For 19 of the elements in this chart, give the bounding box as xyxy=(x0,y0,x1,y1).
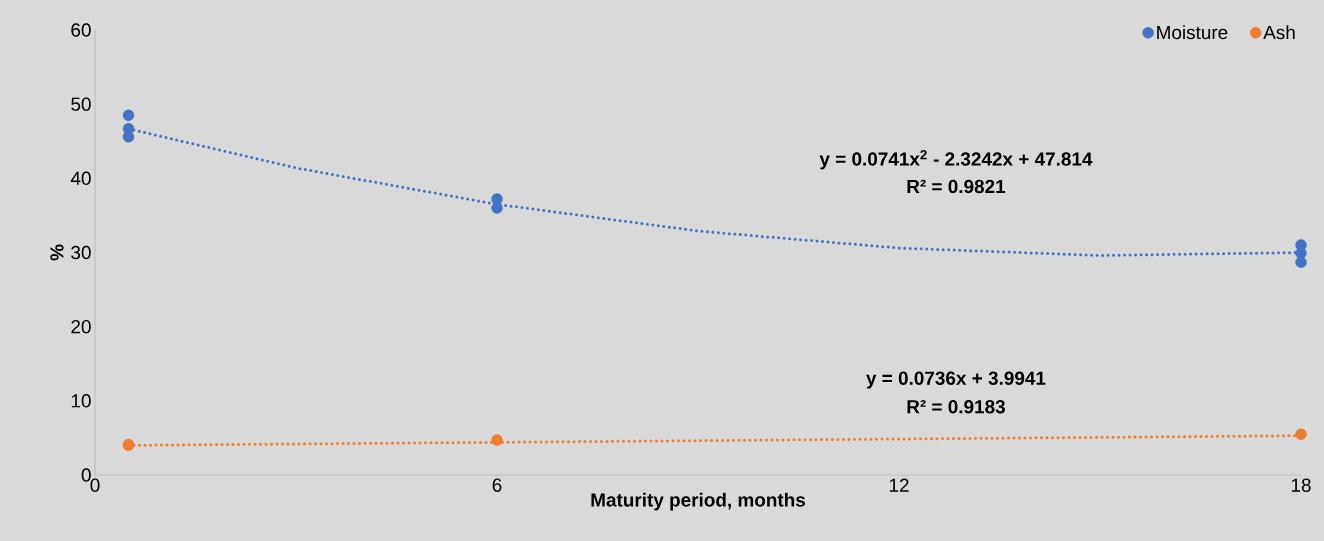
y-tick-label: 30 xyxy=(71,245,91,260)
y-tick-label: 10 xyxy=(71,394,91,408)
x-tick-label: 6 xyxy=(492,478,502,492)
annotation: y = 0.0741x$^{2}$ - 2.3242x + 47.814 xyxy=(819,150,1093,170)
y-tick-label: 40 xyxy=(70,171,91,186)
y-axis-title: % xyxy=(50,244,64,261)
y-tick-label: 50 xyxy=(71,97,91,111)
legend-label: Moisture xyxy=(1157,25,1228,40)
legend-label: Ash xyxy=(1263,25,1295,40)
x-tick-label: 0 xyxy=(90,478,100,492)
annotation: R² = 0.9821 xyxy=(907,179,1006,194)
x-tick-label: 12 xyxy=(889,478,909,492)
y-tick-label: 0 xyxy=(81,468,91,482)
annotation: y = 0.0736x + 3.9941 xyxy=(866,371,1046,389)
x-axis-title: Maturity period, months xyxy=(591,492,806,511)
annotation: R² = 0.9183 xyxy=(907,400,1005,414)
x-tick-label: 18 xyxy=(1291,478,1311,492)
y-tick-label: 20 xyxy=(71,319,91,334)
y-tick-label: 60 xyxy=(71,23,91,37)
